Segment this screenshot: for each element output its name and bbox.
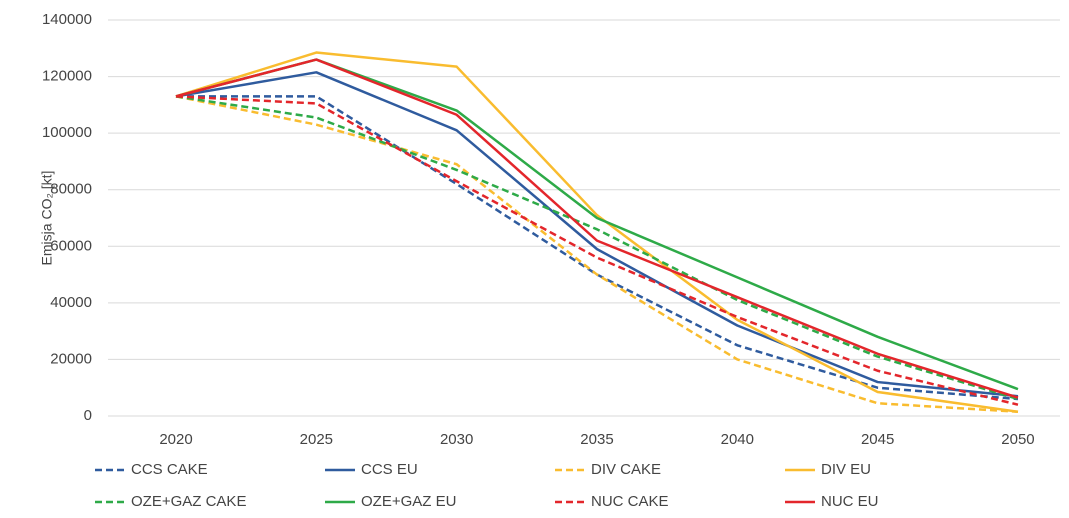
x-tick-label: 2035 bbox=[580, 431, 613, 448]
y-tick-label: 60000 bbox=[50, 237, 92, 254]
y-tick-label: 20000 bbox=[50, 350, 92, 367]
y-tick-label: 80000 bbox=[50, 181, 92, 198]
y-tick-label: 140000 bbox=[42, 11, 92, 28]
legend-label: OZE+GAZ CAKE bbox=[131, 493, 246, 510]
legend-label: NUC EU bbox=[821, 493, 879, 510]
series-line bbox=[176, 95, 1019, 401]
series-line bbox=[175, 71, 1019, 398]
series-line bbox=[175, 58, 1019, 391]
legend-label: DIV EU bbox=[821, 461, 871, 478]
y-tick-label: 40000 bbox=[50, 294, 92, 311]
y-tick-label: 0 bbox=[84, 407, 92, 424]
legend-label: DIV CAKE bbox=[591, 461, 661, 478]
x-tick-label: 2040 bbox=[721, 431, 754, 448]
x-tick-label: 2050 bbox=[1001, 431, 1034, 448]
legend-label: NUC CAKE bbox=[591, 493, 669, 510]
series-line bbox=[175, 51, 1019, 413]
x-tick-label: 2020 bbox=[159, 431, 192, 448]
legend-label: OZE+GAZ EU bbox=[361, 493, 456, 510]
y-axis-label: Emisja CO₂ [kt] bbox=[39, 171, 55, 266]
legend-label: CCS CAKE bbox=[131, 461, 208, 478]
x-tick-label: 2025 bbox=[300, 431, 333, 448]
legend-label: CCS EU bbox=[361, 461, 418, 478]
series-line bbox=[175, 95, 1019, 406]
y-tick-label: 120000 bbox=[42, 68, 92, 85]
x-tick-label: 2045 bbox=[861, 431, 894, 448]
y-tick-label: 100000 bbox=[42, 124, 92, 141]
series-line bbox=[175, 95, 1019, 414]
series-line bbox=[175, 58, 1019, 399]
series-line bbox=[175, 95, 1019, 401]
x-tick-label: 2030 bbox=[440, 431, 473, 448]
